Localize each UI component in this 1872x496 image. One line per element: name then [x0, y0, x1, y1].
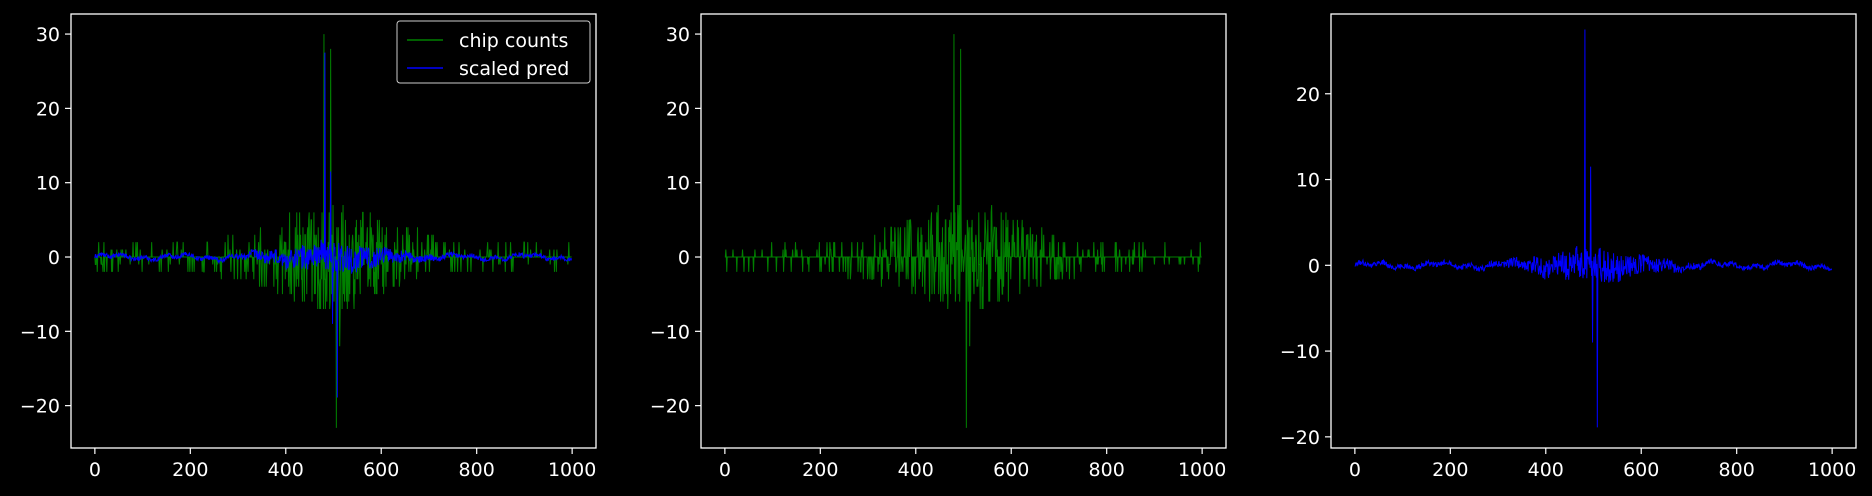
chart-right-scaled-pred: 0 200 400 600 800 1000 −20 −10 0 10 20	[1280, 13, 1857, 481]
x-tick-label: 200	[802, 459, 838, 481]
y-tick-label: 30	[36, 24, 60, 46]
x-tick-label: 600	[993, 459, 1029, 481]
y-tick-label: 30	[666, 24, 690, 46]
x-tick-label: 600	[1623, 459, 1659, 481]
x-tick-label: 600	[363, 459, 399, 481]
legend: chip counts scaled pred	[396, 20, 591, 84]
x-tick-label: 1000	[548, 459, 596, 481]
x-tick-label: 200	[1432, 459, 1468, 481]
x-tick-label: 0	[1349, 459, 1361, 481]
y-tick-label: −20	[20, 396, 60, 418]
y-tick-label: −10	[1280, 341, 1320, 363]
axes-frame	[700, 13, 1227, 449]
legend-box	[396, 20, 591, 84]
legend-label: chip counts	[459, 30, 568, 52]
x-tick-label: 800	[459, 459, 495, 481]
x-tick-label: 0	[719, 459, 731, 481]
x-tick-label: 400	[898, 459, 934, 481]
y-tick-label: 20	[666, 98, 690, 120]
x-tick-label: 800	[1719, 459, 1755, 481]
y-tick-label: −20	[1280, 427, 1320, 449]
y-tick-label: 0	[678, 247, 690, 269]
x-tick-label: 0	[89, 459, 101, 481]
x-tick-label: 400	[1528, 459, 1564, 481]
y-tick-label: 0	[1308, 255, 1320, 277]
y-tick-label: 20	[1296, 84, 1320, 106]
axes-frame	[1330, 13, 1857, 449]
axes-frame	[70, 13, 597, 449]
x-tick-label: 800	[1089, 459, 1125, 481]
chart-middle-chip-counts: 0 200 400 600 800 1000 −20 −10 0 10 20 30	[650, 13, 1227, 481]
x-tick-label: 1000	[1178, 459, 1226, 481]
y-tick-label: 0	[48, 247, 60, 269]
y-tick-label: 10	[36, 173, 60, 195]
x-tick-label: 200	[172, 459, 208, 481]
series-line-1-0	[724, 34, 1202, 428]
y-tick-label: −20	[650, 396, 690, 418]
legend-label: scaled pred	[459, 58, 569, 80]
series-line-0-1	[94, 52, 573, 398]
y-tick-label: 10	[666, 173, 690, 195]
y-tick-label: −10	[20, 321, 60, 343]
series-line-2-0	[1354, 29, 1833, 428]
chart-left-combined: 0 200 400 600 800 1000 −20 −10 0 10 20 30 chip count…	[20, 13, 597, 481]
y-tick-label: 10	[1296, 170, 1320, 192]
x-tick-label: 400	[268, 459, 304, 481]
x-tick-label: 1000	[1808, 459, 1856, 481]
y-tick-label: −10	[650, 321, 690, 343]
y-tick-label: 20	[36, 98, 60, 120]
